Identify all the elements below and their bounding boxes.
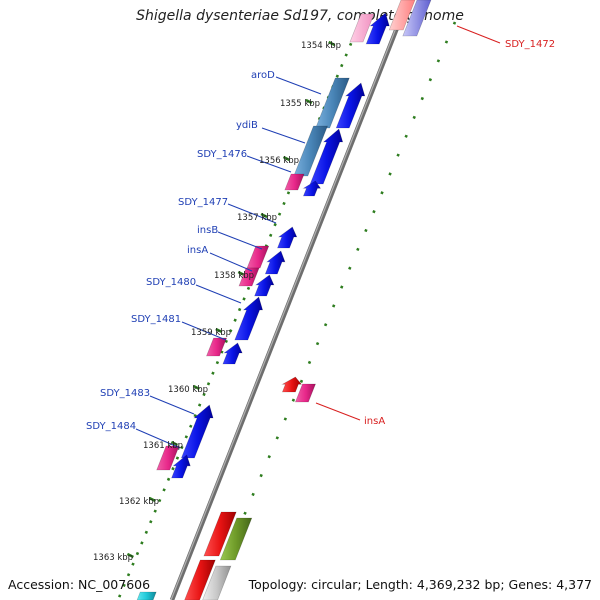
gene-SDY_1480-cds[interactable] — [234, 296, 264, 341]
leader-SDY_1483 — [149, 395, 195, 415]
gene-SDY_1472-red[interactable] — [388, 0, 416, 31]
gene-SDY_1476-cds[interactable] — [302, 180, 322, 197]
gene-label-insB[interactable]: insB — [197, 225, 218, 236]
leader-SDY_1484 — [135, 428, 181, 449]
genome-backbone-highlight — [170, 0, 408, 600]
gene-insB-cds[interactable] — [264, 250, 286, 275]
scale-tick — [170, 440, 179, 447]
gene-SDY_1472-lavender[interactable] — [402, 0, 432, 37]
gene-top-blue[interactable] — [365, 12, 390, 45]
gene-bottom-red[interactable] — [203, 511, 237, 557]
leader-insA-right — [315, 402, 361, 421]
gene-SDY_1476-pink[interactable] — [284, 173, 305, 191]
gene-ydiB-steel[interactable] — [293, 125, 328, 177]
gene-bottom-olive[interactable] — [219, 517, 253, 561]
scale-label: 1355 kbp — [280, 99, 320, 109]
gene-label-insA-right[interactable]: insA — [364, 416, 385, 427]
gene-aroD-cds[interactable] — [335, 82, 366, 129]
scale-tick — [192, 384, 201, 391]
leader-SDY_1477 — [227, 203, 277, 224]
scale-tick — [215, 327, 223, 334]
label-leader-lines — [135, 25, 501, 449]
scale-label: 1358 kbp — [214, 271, 254, 281]
scale-label: 1357 kbp — [237, 213, 277, 223]
leader-insB — [217, 231, 263, 250]
gene-label-ydiB[interactable]: ydiB — [236, 120, 258, 131]
scale-label: 1361 kbp — [143, 441, 183, 451]
gene-bottom-grey[interactable] — [202, 565, 232, 600]
leader-SDY_1481 — [181, 321, 227, 341]
gene-top-pink[interactable] — [349, 13, 375, 43]
scale-tick — [148, 496, 156, 503]
gene-bottom-cyan[interactable] — [136, 591, 157, 600]
gene-label-SDY_1481[interactable]: SDY_1481 — [131, 314, 181, 325]
leader-ydiB — [261, 127, 306, 144]
leader-SDY_1472 — [456, 25, 501, 44]
scale-label: 1362 kbp — [119, 497, 159, 507]
gene-label-SDY_1477[interactable]: SDY_1477 — [178, 197, 228, 208]
scale-label: 1356 kbp — [259, 156, 299, 166]
gene-features — [136, 0, 432, 600]
gene-label-SDY_1476[interactable]: SDY_1476 — [197, 149, 247, 160]
leader-aroD — [275, 76, 322, 95]
scale-label: 1363 kbp — [93, 553, 133, 563]
scale-tick — [260, 212, 268, 219]
gene-SDY_1484-cds[interactable] — [171, 454, 191, 479]
gene-label-aroD[interactable]: aroD — [251, 70, 275, 81]
gene-label-SDY_1480[interactable]: SDY_1480 — [146, 277, 196, 288]
topology-info: Topology: circular; Length: 4,369,232 bp… — [248, 577, 592, 592]
gene-label-insA[interactable]: insA — [187, 245, 208, 256]
scale-label: 1354 kbp — [301, 41, 341, 51]
scale-label: 1360 kbp — [168, 385, 208, 395]
leader-SDY_1476 — [246, 155, 292, 173]
scale-ticks — [126, 40, 336, 559]
gene-insA-cds[interactable] — [254, 274, 275, 297]
gene-SDY_1481-cds[interactable] — [222, 342, 243, 365]
gene-aroD-steel[interactable] — [315, 77, 350, 129]
gene-insB-pink[interactable] — [246, 245, 270, 269]
leader-SDY_1480 — [195, 284, 242, 304]
accession-info: Accession: NC_007606 — [8, 577, 151, 592]
gene-SDY_1477-cds[interactable] — [277, 226, 298, 249]
gene-SDY_1483-cds[interactable] — [180, 404, 214, 459]
scale-tick — [237, 270, 245, 277]
gene-insA-right-pink[interactable] — [294, 383, 316, 403]
outer-tick-track — [206, 21, 457, 600]
gene-bottom-red2[interactable] — [184, 559, 216, 600]
scale-tick — [282, 155, 291, 162]
gene-label-SDY_1484[interactable]: SDY_1484 — [86, 421, 136, 432]
gene-label-SDY_1483[interactable]: SDY_1483 — [100, 388, 150, 399]
genome-backbone — [169, 0, 411, 600]
scale-tick — [328, 40, 336, 47]
gene-insA-pink[interactable] — [238, 267, 260, 287]
scale-label: 1359 kbp — [191, 328, 231, 338]
leader-insA — [209, 252, 253, 272]
scale-tick — [305, 98, 313, 105]
gene-ydiB-cds[interactable] — [309, 128, 344, 185]
gene-label-SDY_1472[interactable]: SDY_1472 — [505, 39, 555, 50]
gene-insA-right-red[interactable] — [281, 376, 303, 393]
scale-tick — [126, 552, 134, 559]
